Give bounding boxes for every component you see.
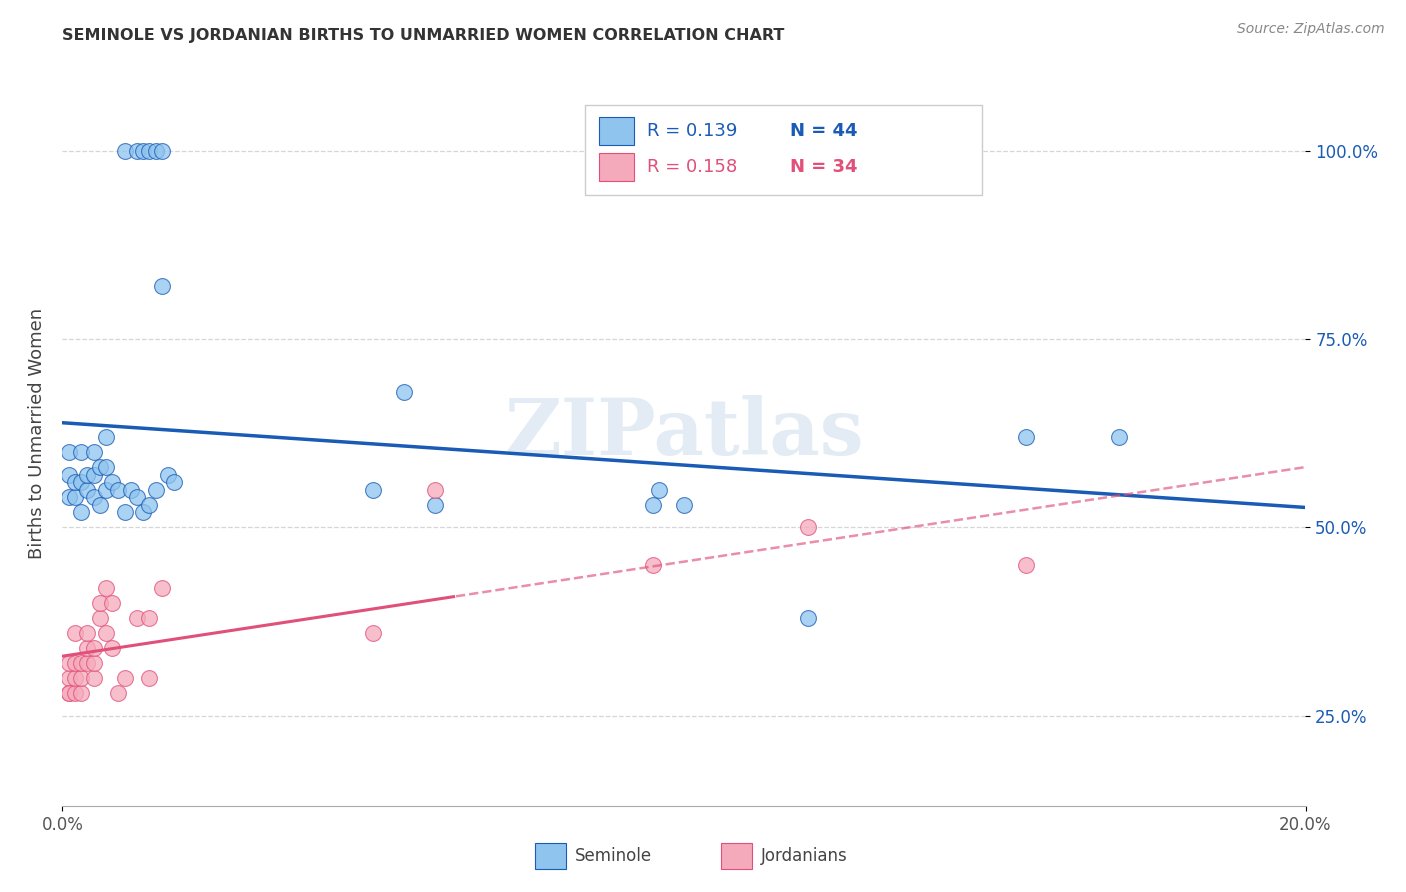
Point	[58, 671, 80, 685]
Text: Source: ZipAtlas.com: Source: ZipAtlas.com	[1237, 22, 1385, 37]
Point	[76, 467, 98, 482]
Text: ZIPatlas: ZIPatlas	[505, 395, 863, 471]
Point	[76, 483, 98, 497]
Point	[89, 610, 111, 624]
Point	[83, 490, 105, 504]
Point	[94, 483, 117, 497]
Point	[83, 445, 105, 459]
Point	[94, 460, 117, 475]
Point	[94, 430, 117, 444]
Point	[641, 498, 664, 512]
Point	[1015, 558, 1038, 572]
Point	[63, 671, 86, 685]
Text: Seminole: Seminole	[575, 847, 652, 864]
Point	[63, 490, 86, 504]
Point	[58, 686, 80, 700]
Point	[138, 144, 160, 158]
Point	[394, 384, 416, 399]
Point	[83, 671, 105, 685]
Point	[70, 686, 93, 700]
Point	[125, 490, 148, 504]
Point	[89, 460, 111, 475]
Point	[138, 610, 160, 624]
Point	[150, 279, 173, 293]
Bar	[599, 153, 634, 181]
Point	[361, 625, 384, 640]
Point	[70, 505, 93, 519]
Point	[150, 144, 173, 158]
Y-axis label: Births to Unmarried Women: Births to Unmarried Women	[28, 308, 46, 558]
Bar	[585, 105, 983, 194]
Point	[89, 596, 111, 610]
Point	[63, 656, 86, 670]
Point	[58, 467, 80, 482]
Point	[120, 483, 142, 497]
Point	[145, 144, 167, 158]
Text: R = 0.158: R = 0.158	[647, 158, 737, 177]
Point	[114, 144, 136, 158]
Point	[138, 671, 160, 685]
Point	[114, 671, 136, 685]
Point	[76, 625, 98, 640]
Point	[132, 144, 155, 158]
Point	[1108, 430, 1130, 444]
Point	[63, 475, 86, 490]
Point	[83, 640, 105, 655]
Point	[125, 610, 148, 624]
Point	[107, 483, 129, 497]
Point	[58, 445, 80, 459]
Text: SEMINOLE VS JORDANIAN BIRTHS TO UNMARRIED WOMEN CORRELATION CHART: SEMINOLE VS JORDANIAN BIRTHS TO UNMARRIE…	[62, 28, 785, 43]
Point	[107, 686, 129, 700]
Point	[163, 475, 186, 490]
Point	[63, 625, 86, 640]
Point	[63, 686, 86, 700]
Point	[145, 483, 167, 497]
Point	[70, 475, 93, 490]
Point	[58, 686, 80, 700]
Point	[101, 596, 124, 610]
Point	[83, 656, 105, 670]
Point	[1015, 430, 1038, 444]
Point	[361, 483, 384, 497]
Text: N = 44: N = 44	[790, 121, 858, 140]
Text: R = 0.139: R = 0.139	[647, 121, 737, 140]
Point	[797, 610, 820, 624]
Point	[648, 483, 671, 497]
Text: Jordanians: Jordanians	[761, 847, 848, 864]
Point	[94, 581, 117, 595]
Point	[672, 498, 695, 512]
Bar	[721, 843, 752, 869]
Point	[101, 475, 124, 490]
Point	[58, 490, 80, 504]
Point	[425, 483, 447, 497]
Point	[70, 656, 93, 670]
Point	[70, 445, 93, 459]
Point	[150, 581, 173, 595]
Text: N = 34: N = 34	[790, 158, 858, 177]
Point	[641, 558, 664, 572]
Point	[58, 656, 80, 670]
Point	[425, 498, 447, 512]
Point	[125, 144, 148, 158]
Point	[70, 671, 93, 685]
Point	[76, 640, 98, 655]
Point	[94, 625, 117, 640]
Point	[101, 640, 124, 655]
Point	[83, 467, 105, 482]
Bar	[534, 843, 565, 869]
Point	[76, 656, 98, 670]
Point	[114, 505, 136, 519]
Point	[132, 505, 155, 519]
Point	[138, 498, 160, 512]
Bar	[599, 117, 634, 145]
Point	[157, 467, 180, 482]
Point	[89, 498, 111, 512]
Point	[797, 520, 820, 534]
